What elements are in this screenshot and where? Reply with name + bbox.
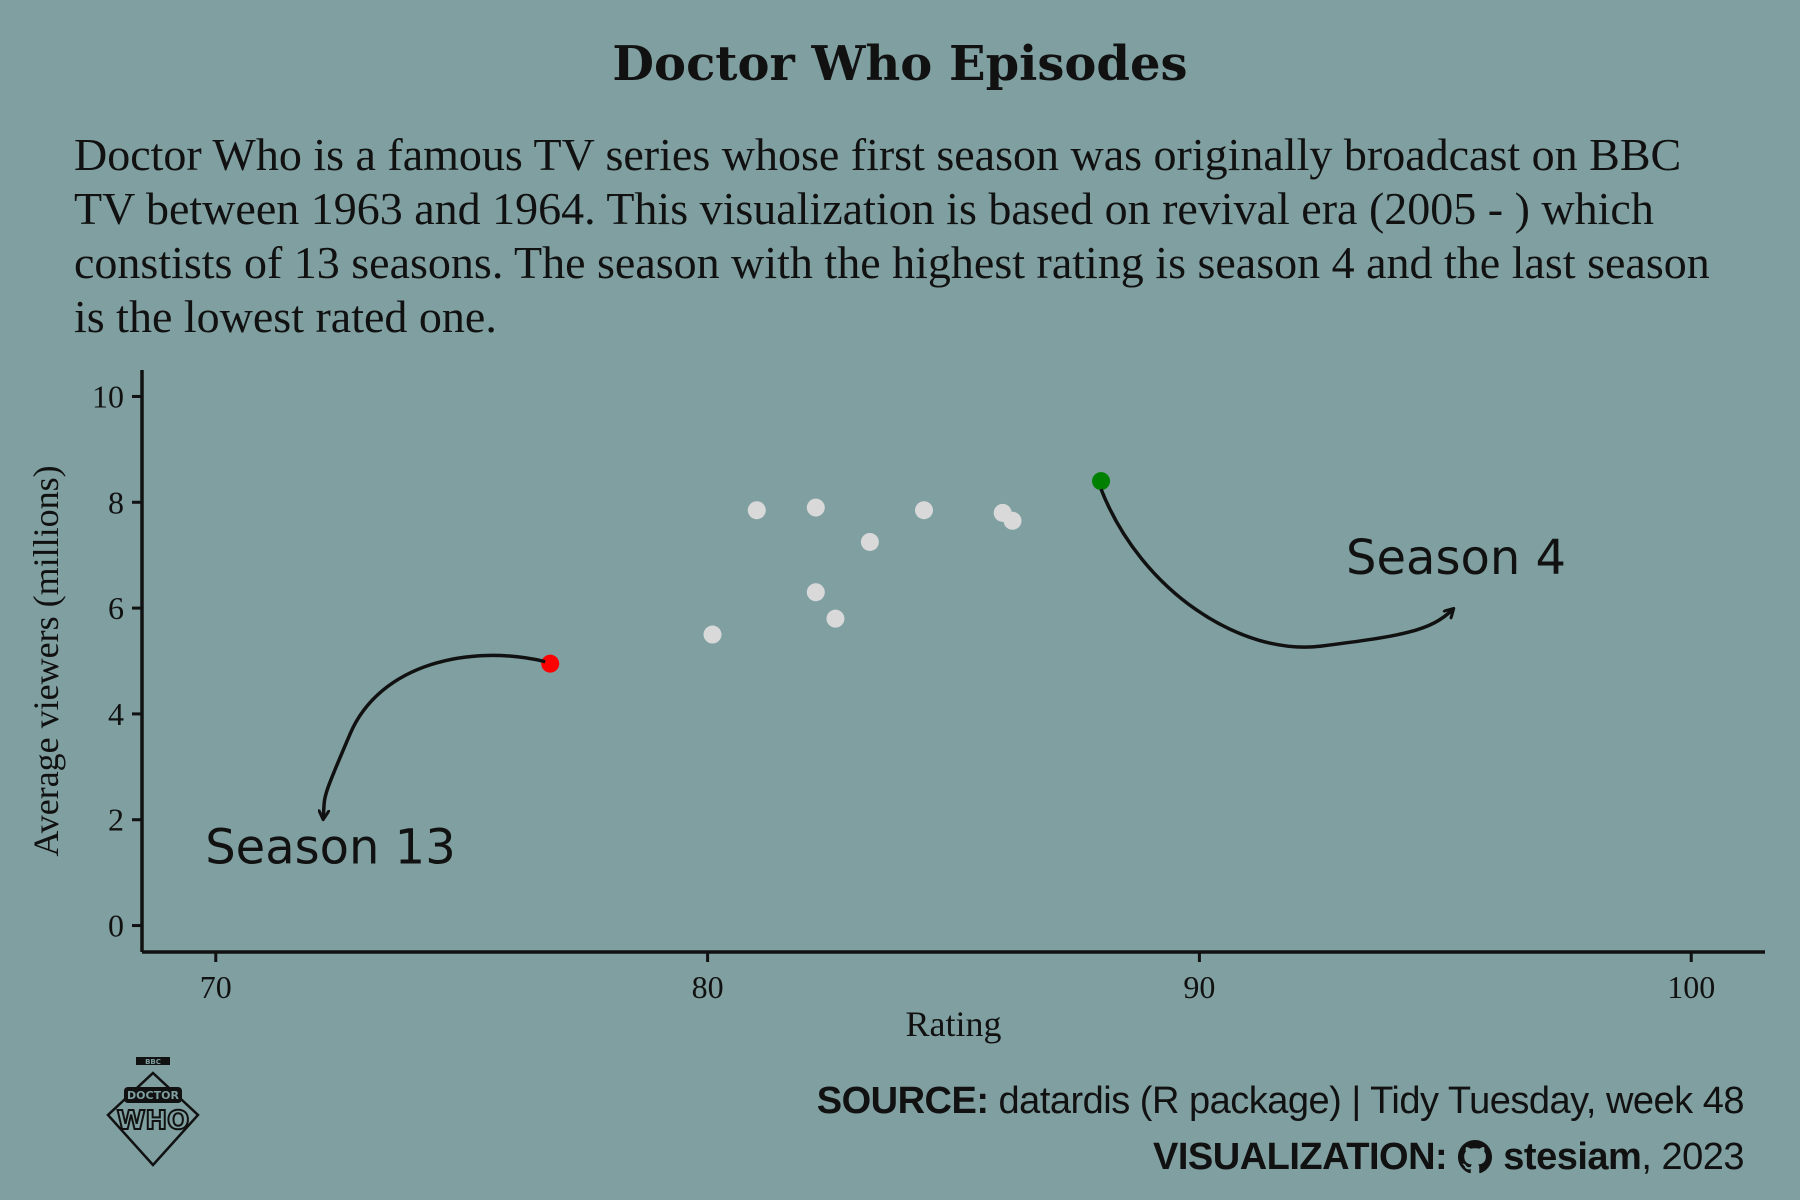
chart-subtitle: Doctor Who is a famous TV series whose f… — [74, 129, 1710, 342]
scatter-chart: 70 80 90 100 0 2 4 6 8 10 Rating Average viewers (m… — [26, 370, 1765, 1044]
data-point-lowest — [541, 654, 560, 673]
data-points — [541, 472, 1111, 673]
data-point — [703, 625, 722, 644]
source-label: SOURCE: — [816, 1080, 989, 1122]
chart-title: Doctor Who Episodes — [612, 36, 1188, 92]
svg-text:WHO: WHO — [117, 1106, 190, 1136]
viz-year: , 2023 — [1641, 1136, 1744, 1178]
annotation-label-season-13: Season 13 — [205, 820, 456, 876]
caption-visualization: VISUALIZATION: stesiam, 2023 — [1153, 1136, 1744, 1179]
data-point — [860, 532, 879, 551]
data-point-highest — [1092, 472, 1111, 491]
x-tick-label: 100 — [1667, 969, 1715, 1005]
x-tick-label: 80 — [692, 969, 724, 1005]
x-tick-label: 70 — [200, 969, 232, 1005]
github-icon — [1457, 1136, 1503, 1178]
y-tick-label: 6 — [108, 590, 124, 626]
caption-source: SOURCE: datardis (R package) | Tidy Tues… — [816, 1080, 1745, 1123]
data-point — [806, 583, 825, 602]
y-tick-label: 2 — [108, 802, 124, 838]
data-point — [747, 501, 766, 520]
x-tick-label: 90 — [1183, 969, 1215, 1005]
y-tick-label: 8 — [108, 484, 124, 520]
data-point — [914, 501, 933, 520]
annotation-arrow-season-4 — [1099, 488, 1453, 649]
y-tick-label: 4 — [108, 696, 124, 732]
visualization-label: VISUALIZATION: — [1153, 1136, 1448, 1178]
data-point — [1003, 511, 1022, 530]
annotation-label-season-4: Season 4 — [1346, 530, 1566, 586]
axes: 70 80 90 100 0 2 4 6 8 10 Rating Average viewers (m… — [26, 370, 1765, 1044]
data-point — [826, 609, 845, 628]
source-text: datardis (R package) | Tidy Tuesday, wee… — [998, 1080, 1745, 1122]
annotations: Season 4 Season 13 — [205, 488, 1566, 876]
y-axis-title: Average viewers (millions) — [26, 465, 66, 856]
author-name: stesiam — [1503, 1136, 1642, 1178]
annotation-arrow-season-13 — [323, 653, 546, 818]
x-axis-title: Rating — [906, 1004, 1002, 1044]
y-tick-label: 0 — [108, 908, 124, 944]
svg-text:DOCTOR: DOCTOR — [127, 1089, 179, 1102]
data-point — [806, 498, 825, 517]
svg-text:BBC: BBC — [145, 1058, 161, 1066]
y-tick-label: 10 — [92, 378, 124, 414]
doctor-who-logo: BBC DOCTOR WHO — [100, 1055, 210, 1179]
